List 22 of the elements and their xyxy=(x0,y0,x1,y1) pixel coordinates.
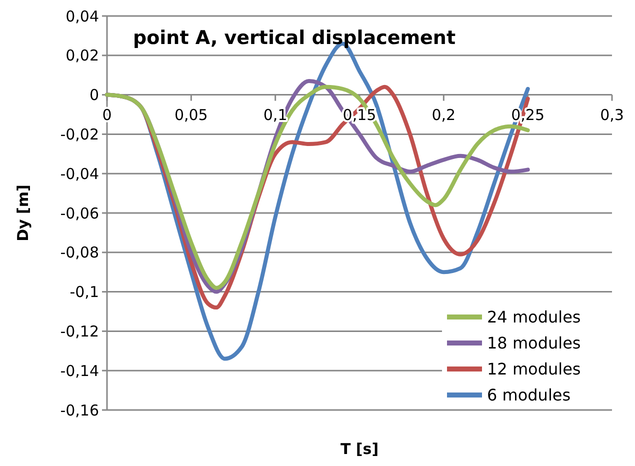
y-tick-label: 0,04 xyxy=(66,7,99,26)
legend-label: 24 modules xyxy=(487,308,581,327)
y-axis-title: Dy [m] xyxy=(14,184,32,242)
y-tick-label: -0,16 xyxy=(60,401,99,420)
x-tick-label: 0,3 xyxy=(600,106,624,124)
y-tick-label: -0,04 xyxy=(60,164,99,183)
legend-label: 18 modules xyxy=(487,334,581,353)
x-axis-title: T [s] xyxy=(340,440,379,458)
text: point A, vertical displacement xyxy=(133,27,456,49)
y-tick-label: -0,06 xyxy=(60,204,99,222)
x-tick-label: 0,05 xyxy=(174,106,208,124)
y-tick-label: 0,02 xyxy=(66,46,99,65)
y-tick-label: -0,1 xyxy=(70,283,99,302)
y-tick-label: 0 xyxy=(89,86,99,104)
y-tick-label: -0,14 xyxy=(60,362,99,380)
y-tick-label: -0,08 xyxy=(60,244,99,262)
legend-label: 12 modules xyxy=(487,360,581,379)
legend-label: 6 modules xyxy=(487,386,571,405)
x-tick-label: 0 xyxy=(102,106,112,124)
y-tick-label: -0,02 xyxy=(60,125,99,144)
y-tick-label: -0,12 xyxy=(60,322,99,340)
x-tick-label: 0,2 xyxy=(432,106,456,124)
